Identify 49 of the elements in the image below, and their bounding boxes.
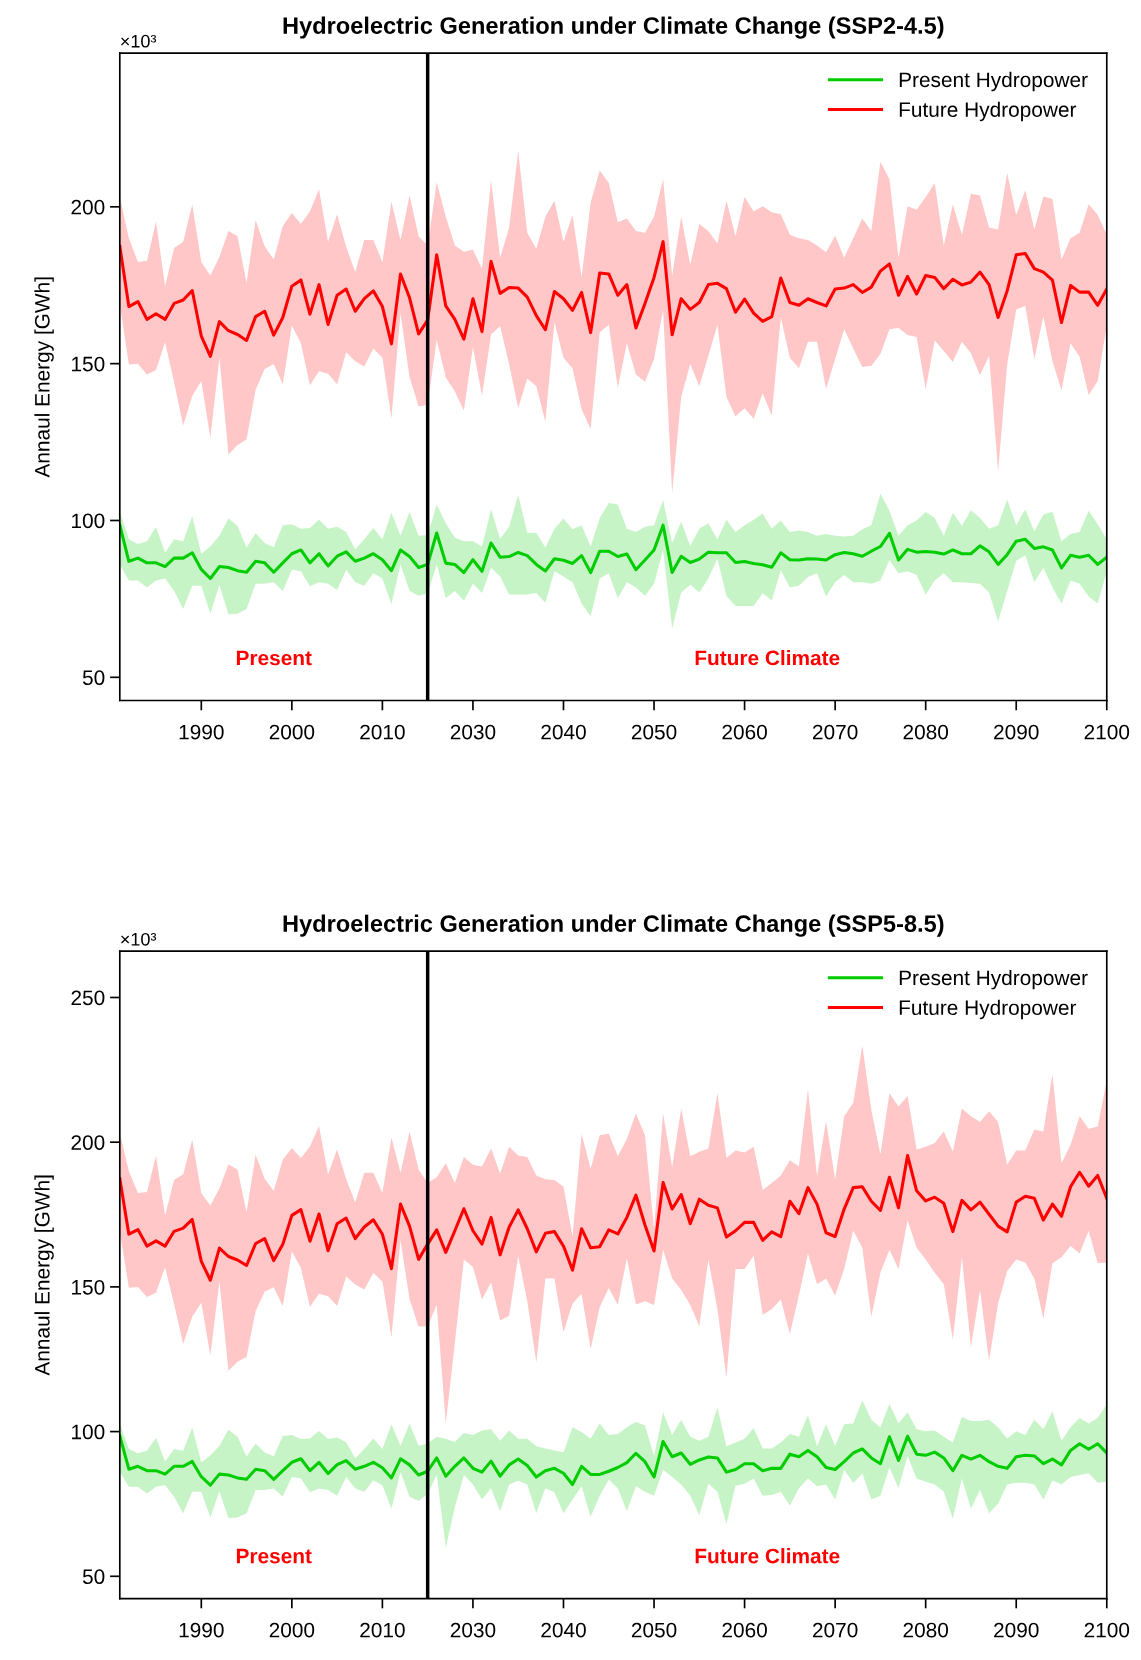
text: ×10³ (121, 34, 157, 48)
y-tick-label: 50 (82, 670, 105, 686)
line-series (119, 240, 1107, 358)
y-tick-label: 250 (71, 990, 105, 1006)
x-tick-label: 2040 (541, 724, 586, 740)
x-tick-label: 2050 (631, 1622, 677, 1638)
x-tick-label: 2050 (631, 724, 677, 740)
annotation: Present (236, 650, 312, 666)
legend-label: Present Hydropower (899, 969, 1088, 990)
x-tick-label: 2090 (994, 724, 1039, 740)
x-tick-label: 2070 (813, 724, 858, 740)
x-tick-label: 2080 (903, 1622, 949, 1638)
y-tick-label: 100 (72, 1424, 105, 1440)
y-axis-title: Annaul Energy [GWh] (34, 277, 54, 478)
chart-title: Hydroelectric Generation under Climate Change (SSP2-4.5) (283, 16, 944, 39)
chart-title: Hydroelectric Generation under Climate Change (SSP5-8.5) (283, 914, 944, 937)
y-tick-label: 150 (72, 1279, 105, 1295)
x-tick-label: 2100 (1084, 1622, 1130, 1638)
x-tick-label: 2040 (541, 1622, 586, 1638)
line-series (119, 1153, 1107, 1282)
x-tick-label: 2060 (722, 724, 767, 740)
x-tick-label: 2030 (450, 1622, 496, 1638)
legend-label: Future Hydropower (899, 999, 1077, 1020)
x-tick-label: 1990 (179, 1622, 224, 1638)
y-tick-label: 50 (82, 1569, 105, 1585)
y-tick-label: 200 (71, 1135, 105, 1150)
text: ×10³ (121, 932, 157, 946)
x-tick-label: 2000 (269, 1622, 315, 1638)
annotation: Future Climate (695, 1548, 840, 1564)
x-tick-label: 2080 (903, 724, 949, 740)
line-series (119, 523, 1107, 581)
x-tick-label: 1990 (179, 724, 224, 740)
x-tick-label: 2010 (360, 1622, 405, 1638)
x-tick-label: 2010 (360, 724, 405, 740)
x-tick-label: 2030 (450, 724, 496, 740)
y-axis-title: Annaul Energy [GWh] (34, 1175, 54, 1376)
x-tick-label: 2060 (722, 1622, 767, 1638)
annotation: Future Climate (695, 650, 840, 666)
x-tick-label: 2090 (994, 1622, 1039, 1638)
x-tick-label: 2100 (1084, 724, 1130, 740)
line-series (119, 1434, 1107, 1487)
x-tick-label: 2000 (269, 724, 315, 740)
legend-label: Present Hydropower (899, 71, 1088, 92)
y-tick-label: 100 (72, 513, 105, 529)
y-tick-label: 150 (72, 356, 105, 372)
annotation: Present (236, 1548, 312, 1564)
y-tick-label: 200 (71, 199, 105, 215)
x-tick-label: 2070 (813, 1622, 858, 1638)
legend-label: Future Hydropower (899, 101, 1077, 122)
